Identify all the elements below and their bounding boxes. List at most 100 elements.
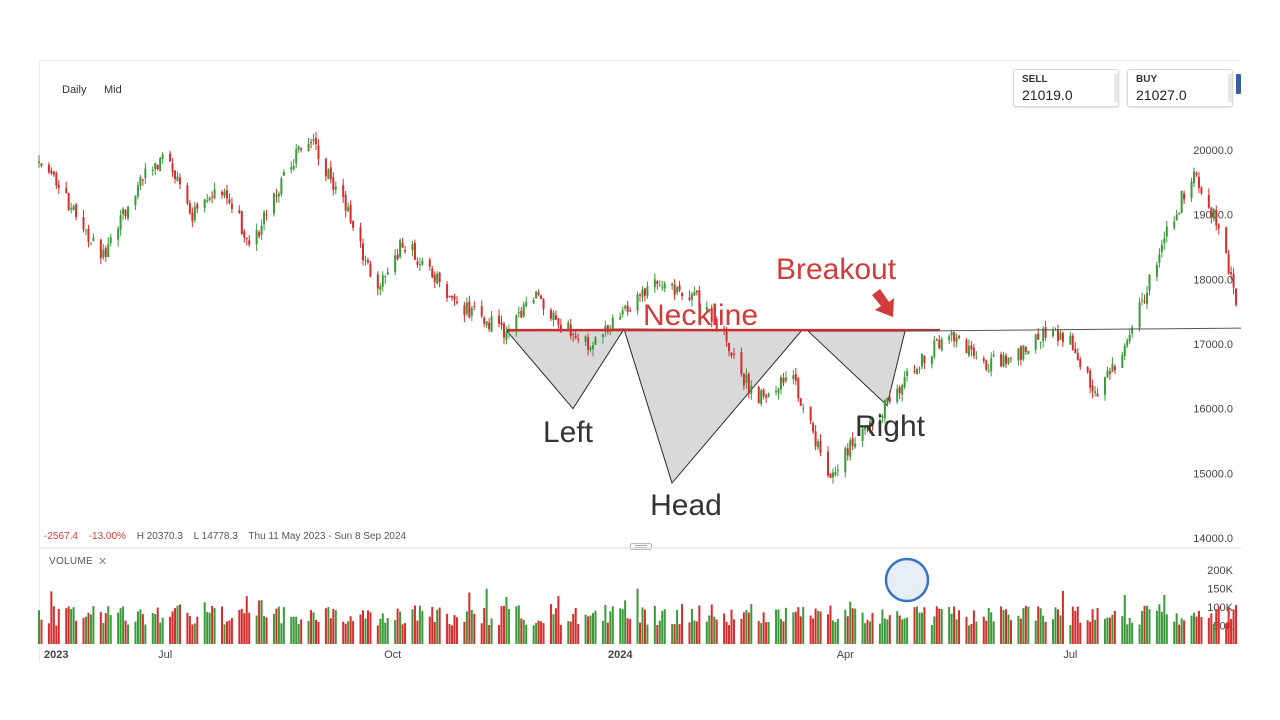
volume-bar bbox=[639, 622, 641, 644]
volume-bar bbox=[950, 613, 953, 644]
candle-body bbox=[515, 315, 518, 331]
candle-body bbox=[955, 337, 958, 343]
candle-body bbox=[916, 369, 919, 375]
candle-body bbox=[329, 167, 332, 180]
volume-bar bbox=[653, 605, 656, 644]
candle-body bbox=[228, 199, 231, 204]
volume-bar bbox=[844, 609, 847, 644]
volume-bar bbox=[809, 615, 812, 644]
volume-bar bbox=[1002, 610, 1005, 644]
volume-tick-label: 100K bbox=[1207, 602, 1233, 614]
candle-body bbox=[574, 335, 577, 339]
volume-bar bbox=[1091, 609, 1094, 644]
volume-bar bbox=[708, 615, 711, 644]
volume-bar bbox=[938, 608, 941, 644]
volume-bar bbox=[834, 622, 837, 644]
price-type-selector[interactable]: Mid bbox=[104, 84, 122, 96]
volume-bar bbox=[794, 611, 797, 644]
candle-body bbox=[280, 178, 283, 195]
candle-body bbox=[693, 291, 696, 296]
candle-body bbox=[1039, 342, 1042, 344]
volume-bar bbox=[740, 618, 743, 644]
candle-body bbox=[89, 242, 92, 244]
candle-body bbox=[159, 158, 162, 172]
pattern-triangle-left bbox=[505, 328, 625, 410]
volume-bar bbox=[411, 609, 414, 644]
candle-body bbox=[47, 164, 50, 173]
candle-body bbox=[122, 208, 125, 215]
candle-body bbox=[1163, 238, 1166, 244]
side-panel-tab[interactable] bbox=[1236, 74, 1241, 94]
time-tick-label: Apr bbox=[837, 649, 854, 661]
close-icon[interactable]: ✕ bbox=[98, 556, 108, 568]
candle-body bbox=[1089, 370, 1092, 388]
candle-body bbox=[213, 189, 216, 199]
volume-bar bbox=[196, 616, 199, 644]
volume-bar bbox=[1019, 618, 1022, 644]
candle-body bbox=[775, 391, 778, 393]
candle-body bbox=[624, 306, 627, 309]
volume-panel-title: VOLUME bbox=[49, 556, 94, 567]
candle-body bbox=[307, 143, 310, 152]
candle-body bbox=[1121, 354, 1124, 368]
candle-body bbox=[982, 358, 985, 361]
volume-bar bbox=[151, 613, 154, 644]
volume-bar bbox=[923, 607, 926, 644]
candle-body bbox=[673, 284, 676, 295]
volume-bar bbox=[280, 623, 283, 644]
timeframe-selector[interactable]: Daily bbox=[62, 84, 87, 96]
candle-body bbox=[948, 336, 951, 341]
time-tick-label: Jul bbox=[1063, 649, 1077, 661]
volume-bar bbox=[1138, 624, 1141, 644]
volume-tick-label: 150K bbox=[1207, 584, 1233, 596]
volume-bar bbox=[535, 623, 538, 644]
volume-bar bbox=[1155, 610, 1158, 644]
candle-body bbox=[557, 318, 560, 325]
candle-body bbox=[396, 254, 399, 259]
candle-body bbox=[473, 305, 476, 307]
buy-button[interactable]: BUY 21027.0 bbox=[1127, 69, 1233, 107]
volume-bar bbox=[1108, 617, 1111, 644]
candle-body bbox=[327, 169, 330, 179]
candle-body bbox=[1212, 208, 1215, 219]
volume-bar bbox=[886, 619, 889, 644]
candle-body bbox=[134, 195, 137, 206]
volume-bar bbox=[1037, 606, 1040, 644]
volume-bar bbox=[913, 607, 916, 644]
volume-bar bbox=[601, 620, 604, 644]
volume-bar bbox=[903, 618, 906, 644]
candle-body bbox=[678, 285, 681, 291]
sell-button[interactable]: SELL 21019.0 bbox=[1013, 69, 1119, 107]
candle-body bbox=[695, 290, 698, 293]
volume-bar bbox=[792, 612, 795, 644]
volume-bar bbox=[404, 623, 407, 644]
candle-body bbox=[757, 386, 760, 404]
volume-bar bbox=[537, 620, 540, 644]
candle-body bbox=[1044, 327, 1047, 338]
candle-body bbox=[243, 231, 246, 238]
volume-bar bbox=[797, 607, 800, 644]
candle-body bbox=[577, 338, 580, 340]
volume-bar bbox=[549, 604, 552, 644]
candle-body bbox=[1074, 348, 1077, 353]
volume-bar bbox=[161, 617, 164, 644]
volume-bar bbox=[507, 608, 510, 644]
volume-bar bbox=[473, 613, 476, 644]
candle-body bbox=[248, 240, 251, 245]
volume-bar bbox=[1056, 609, 1059, 644]
volume-bar bbox=[1128, 617, 1131, 644]
candle-body bbox=[498, 315, 501, 324]
candle-body bbox=[1207, 195, 1210, 208]
volume-bar bbox=[277, 606, 280, 644]
volume-bar bbox=[802, 606, 805, 644]
candle-body bbox=[747, 374, 750, 394]
volume-bar bbox=[38, 610, 40, 644]
candle-body bbox=[104, 247, 107, 257]
volume-bar bbox=[75, 620, 78, 644]
volume-bar bbox=[1052, 619, 1055, 644]
price-tick-label: 18000.0 bbox=[1193, 274, 1233, 286]
volume-bar bbox=[272, 613, 275, 644]
volume-bar bbox=[866, 619, 869, 644]
volume-bar bbox=[975, 621, 978, 644]
